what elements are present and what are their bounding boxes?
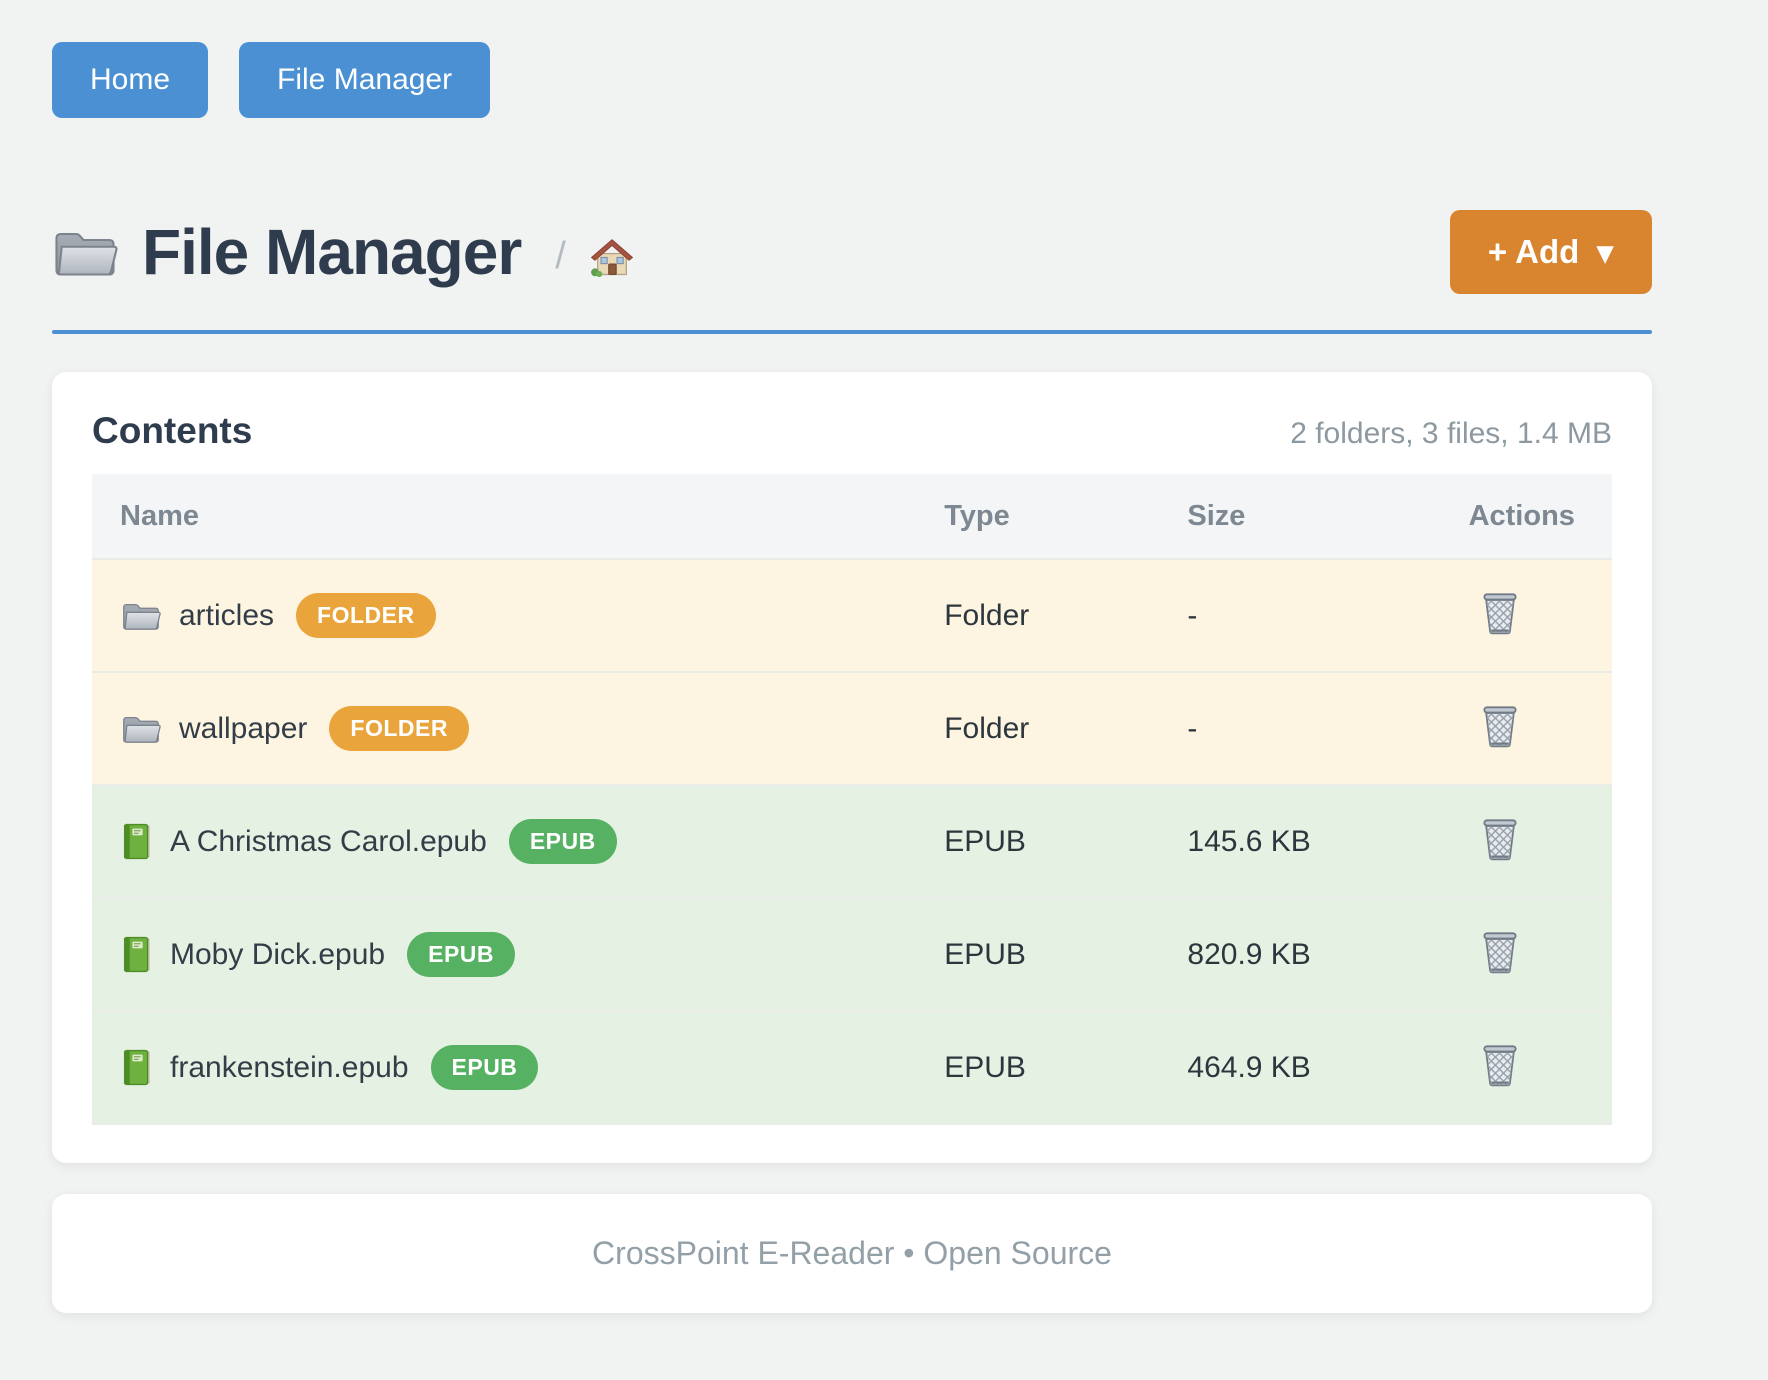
file-type: Folder <box>943 672 1187 786</box>
file-name: A Christmas Carol.epub <box>170 824 487 858</box>
delete-button[interactable] <box>1469 589 1521 635</box>
header-divider-rule <box>52 330 1652 334</box>
delete-button[interactable] <box>1469 815 1521 861</box>
top-nav: Home File Manager <box>52 42 1652 118</box>
file-row[interactable]: frankenstein.epub EPUB EPUB 464.9 KB <box>92 1011 1612 1125</box>
contents-heading: Contents <box>92 410 253 451</box>
trash-icon <box>1479 702 1521 748</box>
breadcrumb-separator: / <box>555 234 566 277</box>
file-row[interactable]: A Christmas Carol.epub EPUB EPUB 145.6 K… <box>92 785 1612 899</box>
folder-icon <box>52 225 118 279</box>
table-header-row: Name Type Size Actions <box>92 474 1612 560</box>
file-type: Folder <box>943 559 1187 673</box>
column-header-actions: Actions <box>1467 474 1612 560</box>
nav-home-button[interactable]: Home <box>52 42 209 118</box>
trash-icon <box>1479 1041 1521 1087</box>
file-type: EPUB <box>943 785 1187 899</box>
add-button[interactable]: + Add ▼ <box>1449 210 1652 294</box>
file-row[interactable]: wallpaper FOLDER Folder - <box>92 672 1612 786</box>
file-size: 820.9 KB <box>1186 898 1468 1012</box>
column-header-name: Name <box>92 474 944 560</box>
file-type: EPUB <box>943 898 1187 1012</box>
caret-down-icon: ▼ <box>1596 241 1614 267</box>
file-type-badge: EPUB <box>430 1045 539 1090</box>
file-row[interactable]: Moby Dick.epub EPUB EPUB 820.9 KB <box>92 898 1612 1012</box>
file-row[interactable]: articles FOLDER Folder - <box>92 559 1612 673</box>
column-header-size: Size <box>1186 474 1468 560</box>
delete-button[interactable] <box>1469 702 1521 748</box>
file-table: Name Type Size Actions articles FOLDER F… <box>92 474 1612 1125</box>
file-type: EPUB <box>943 1011 1187 1125</box>
delete-button[interactable] <box>1469 1041 1521 1087</box>
green-book-icon <box>121 1049 152 1086</box>
contents-card-header: Contents 2 folders, 3 files, 1.4 MB <box>92 410 1612 458</box>
file-name: Moby Dick.epub <box>170 937 386 971</box>
file-type-badge: EPUB <box>407 932 516 977</box>
file-name: articles <box>179 598 275 632</box>
file-type-badge: EPUB <box>508 819 617 864</box>
column-header-type: Type <box>943 474 1187 560</box>
delete-button[interactable] <box>1469 928 1521 974</box>
file-type-badge: FOLDER <box>296 593 436 638</box>
trash-icon <box>1479 815 1521 861</box>
page-title-block: File Manager / <box>52 215 634 289</box>
footer: CrossPoint E-Reader • Open Source <box>52 1194 1652 1313</box>
file-size: - <box>1186 672 1468 786</box>
green-book-icon <box>121 936 152 973</box>
house-icon[interactable] <box>590 238 634 278</box>
page-title: File Manager <box>142 216 522 288</box>
page-header: File Manager / + Add ▼ <box>52 210 1652 294</box>
file-type-badge: FOLDER <box>329 706 469 751</box>
trash-icon <box>1479 589 1521 635</box>
add-button-label: + Add <box>1487 233 1580 270</box>
contents-summary: 2 folders, 3 files, 1.4 MB <box>1290 417 1612 450</box>
file-name: wallpaper <box>179 711 308 745</box>
folder-icon <box>121 712 161 745</box>
file-size: 145.6 KB <box>1186 785 1468 899</box>
file-size: 464.9 KB <box>1186 1011 1468 1125</box>
nav-file-manager-button[interactable]: File Manager <box>239 42 491 118</box>
file-table-body: articles FOLDER Folder - wallpaper FOLDE… <box>92 559 1612 1125</box>
folder-icon <box>121 599 161 632</box>
trash-icon <box>1479 928 1521 974</box>
file-name: frankenstein.epub <box>170 1050 409 1084</box>
contents-card: Contents 2 folders, 3 files, 1.4 MB Name… <box>52 372 1652 1163</box>
footer-text: CrossPoint E-Reader • Open Source <box>592 1235 1112 1271</box>
green-book-icon <box>121 823 152 860</box>
file-size: - <box>1186 559 1468 673</box>
